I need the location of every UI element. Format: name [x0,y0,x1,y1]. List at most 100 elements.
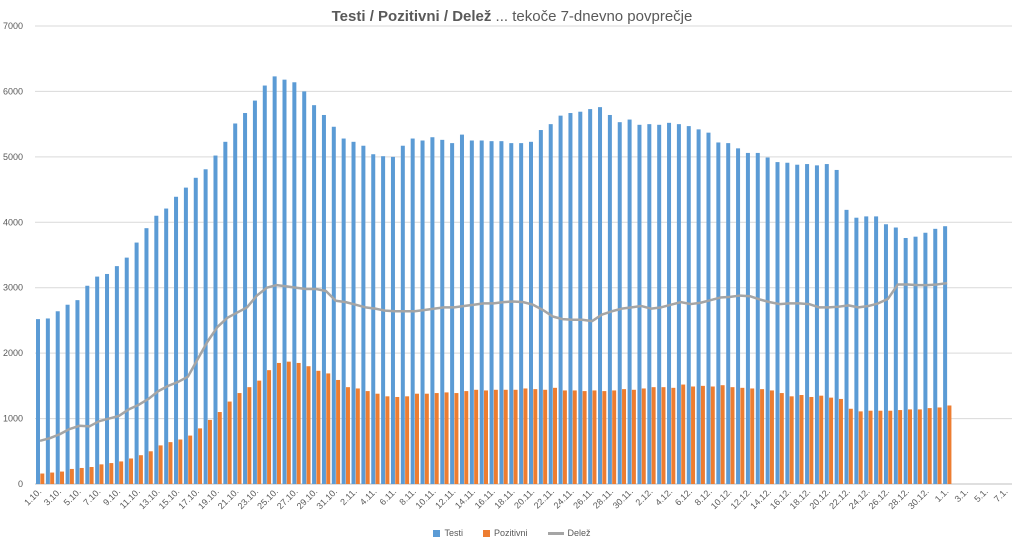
x-tick-label: 6.11. [378,486,399,507]
x-tick-label: 16.11. [473,486,497,510]
bar-testi [726,143,731,485]
x-tick-label: 27.10. [275,486,300,511]
bar-pozitivni [612,390,617,484]
bar-testi [637,124,642,484]
bar-pozitivni [710,386,715,484]
bar-testi [144,228,149,484]
x-tick-label: 13.10. [137,486,162,511]
bar-testi [420,140,425,484]
bar-pozitivni [700,385,705,484]
x-tick-label: 20.12. [807,486,832,511]
bar-testi [627,119,632,484]
x-tick-label: 30.11. [611,486,635,510]
bar-pozitivni [454,393,459,484]
bar-pozitivni [444,392,449,484]
bar-testi [647,124,652,485]
bar-pozitivni [868,410,873,484]
legend-label: Pozitivni [493,528,528,538]
bar-testi [440,139,445,485]
bar-pozitivni [286,361,291,484]
bar-pozitivni [434,393,439,484]
bar-pozitivni [622,389,627,484]
x-tick-label: 25.10. [255,486,280,511]
bar-pozitivni [375,393,380,484]
legend: Testi Pozitivni Delež [0,528,1024,538]
bar-pozitivni [819,395,824,484]
bar-testi [883,224,888,484]
legend-swatch-delez [547,531,564,535]
bar-pozitivni [888,410,893,484]
bar-pozitivni [602,391,607,484]
x-tick-label: 1.10. [22,486,43,507]
bar-pozitivni [109,463,114,484]
line-delez [39,281,948,443]
bar-testi [213,155,218,484]
bar-testi [558,115,563,484]
bar-testi [193,177,198,484]
bar-testi [736,148,741,484]
bar-testi [105,273,110,484]
bar-pozitivni [631,389,636,484]
x-tick-label: 24.12. [847,486,872,511]
bar-pozitivni [60,471,65,484]
x-tick-label: 17.10. [176,486,201,511]
bar-testi [36,319,40,484]
y-tick-label: 4000 [3,217,23,227]
bar-testi [400,145,405,484]
x-tick-label: 6.12. [673,486,694,507]
bar-pozitivni [493,389,498,484]
bar-testi [667,122,672,484]
bar-testi [686,126,691,484]
bar-testi [381,156,386,484]
bar-testi [538,130,543,484]
bar-pozitivni [365,391,370,484]
bar-testi [223,141,228,484]
bar-testi [361,145,366,484]
bar-pozitivni [641,388,646,484]
bar-testi [154,215,159,484]
bar-testi [321,114,326,485]
bar-pozitivni [395,396,400,484]
bar-pozitivni [730,387,735,484]
bar-pozitivni [316,370,321,484]
legend-label: Delež [567,528,591,538]
bar-pozitivni [917,409,922,484]
bar-testi [706,132,711,485]
bar-pozitivni [296,362,301,484]
bar-pozitivni [345,387,350,484]
bar-testi [893,227,898,484]
bar-pozitivni [326,373,331,484]
y-tick-label: 3000 [3,283,23,293]
x-tick-label: 4.12. [653,486,674,507]
bar-pozitivni [572,390,577,484]
legend-label: Testi [444,528,463,538]
x-tick-label: 31.10. [314,486,339,511]
x-tick-label: 29.10. [295,486,320,511]
bar-pozitivni [424,393,429,484]
bar-testi [55,311,60,484]
bar-testi [65,304,70,484]
bar-pozitivni [69,468,74,484]
bar-pozitivni [99,464,104,484]
bar-testi [174,196,179,485]
bar-pozitivni [464,391,469,484]
bar-testi [499,141,504,484]
y-tick-label: 6000 [3,86,23,96]
x-tick-label: 11.10. [118,486,142,510]
bar-pozitivni [937,407,942,484]
bar-pozitivni [691,386,696,484]
legend-item-delez: Delež [547,528,591,538]
bar-pozitivni [671,387,676,484]
x-tick-label: 26.11. [571,486,595,510]
bar-pozitivni [79,467,84,484]
bar-pozitivni [848,408,853,484]
bar-testi [548,124,553,485]
x-tick-label: 24.11. [552,486,576,510]
bar-testi [371,154,376,485]
bar-pozitivni [40,473,45,484]
bar-pozitivni [927,408,932,484]
bar-testi [164,208,169,484]
bar-testi [272,76,277,484]
x-tick-label: 10.12. [709,486,734,511]
bar-testi [913,236,918,484]
